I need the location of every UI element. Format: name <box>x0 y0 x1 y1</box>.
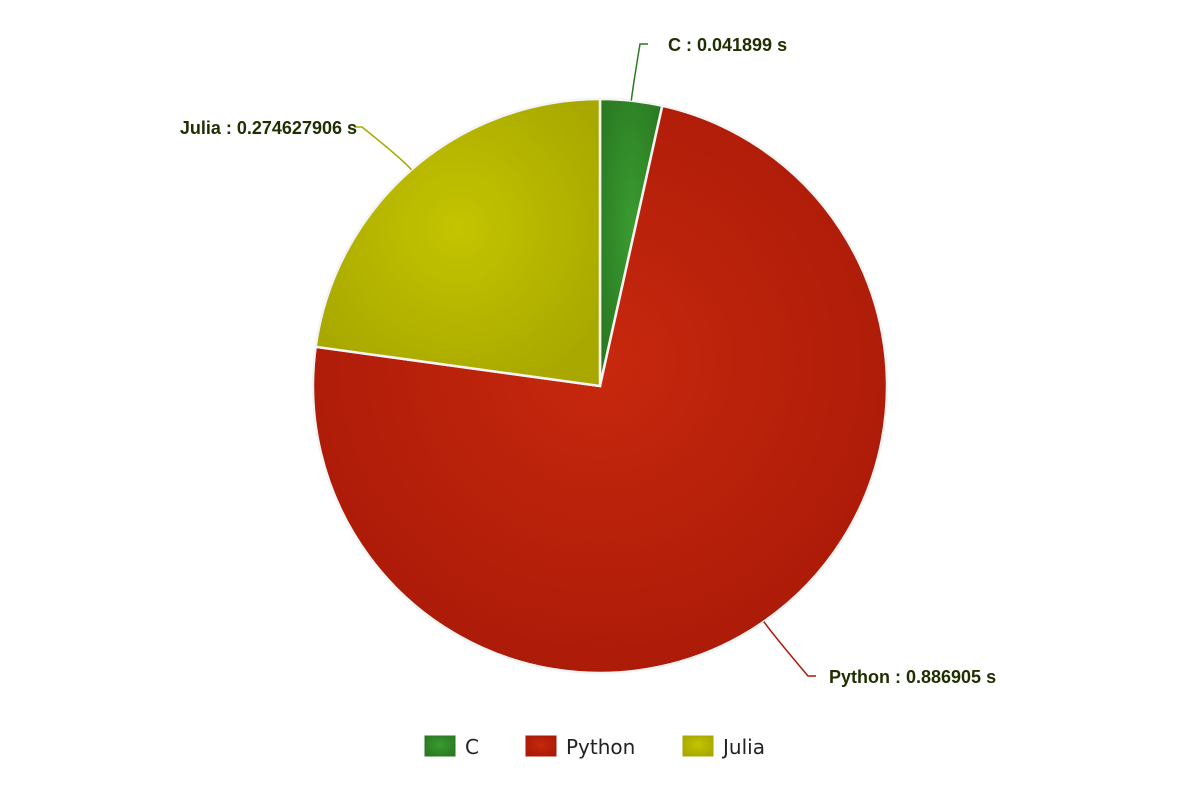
legend-label-julia[interactable]: Julia <box>721 735 765 759</box>
pie-slice-python[interactable] <box>311 104 889 675</box>
legend-swatch-python <box>525 735 557 757</box>
legend-label-c[interactable]: C <box>465 735 479 759</box>
slice-label-c: C : 0.041899 s <box>668 35 787 55</box>
pie-slice-julia[interactable] <box>314 97 602 388</box>
legend-swatch-julia <box>682 735 714 757</box>
slice-label-julia: Julia : 0.274627906 s <box>180 118 357 138</box>
pie-slices <box>311 97 889 675</box>
legend: C Python Julia <box>424 735 765 759</box>
leader-line-c <box>630 43 648 101</box>
legend-label-python[interactable]: Python <box>566 735 635 759</box>
leader-line-python <box>763 621 816 677</box>
slice-labels: C : 0.041899 s Python : 0.886905 s Julia :… <box>180 35 996 687</box>
legend-swatch-c <box>424 735 456 757</box>
leader-lines <box>354 43 816 677</box>
leader-line-julia <box>354 126 412 171</box>
slice-label-python: Python : 0.886905 s <box>829 667 996 687</box>
